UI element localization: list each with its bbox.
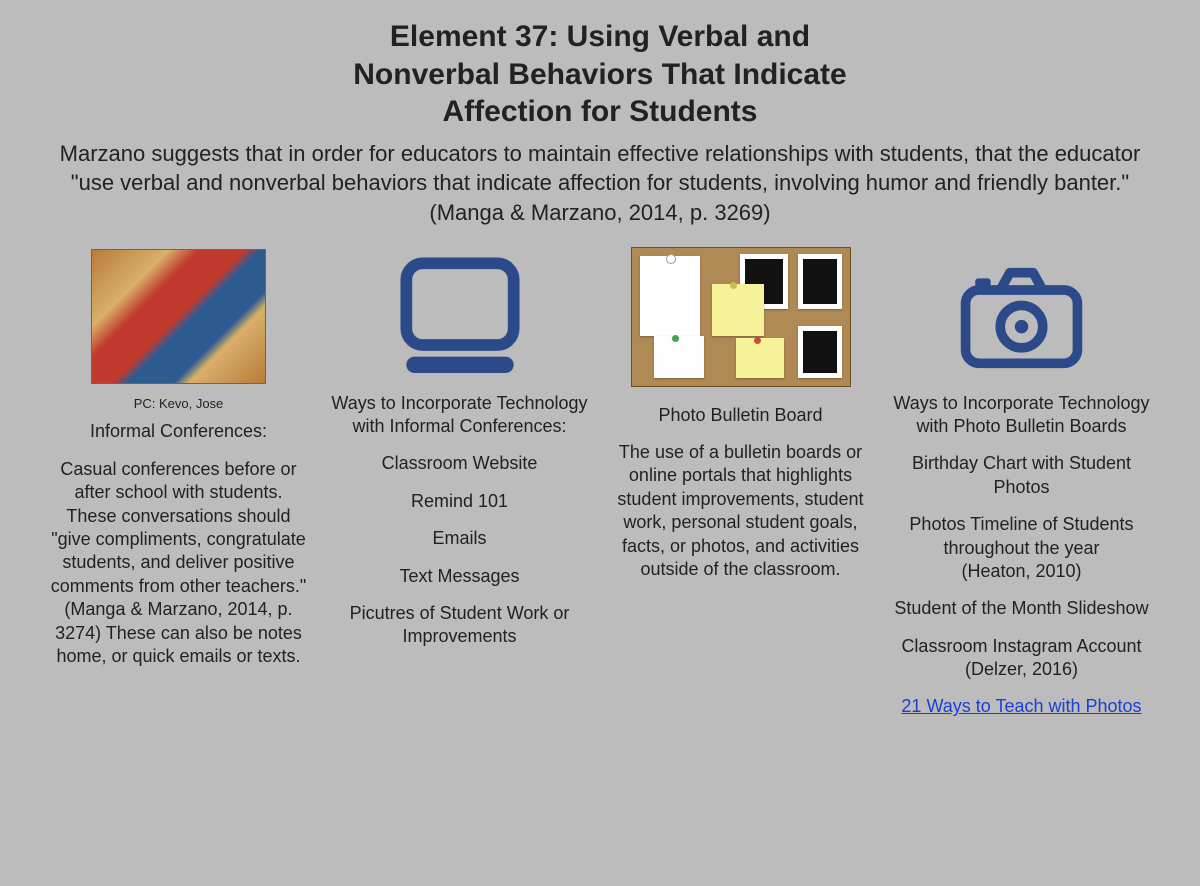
col4-item-3: Student of the Month Slideshow: [893, 597, 1150, 620]
column-bulletin-board: Photo Bulletin Board The use of a bullet…: [612, 242, 869, 733]
col4-item-4: Classroom Instagram Account (Delzer, 201…: [893, 635, 1150, 682]
column-informal-conferences: PC: Kevo, Jose Informal Conferences: Cas…: [50, 242, 307, 733]
photo-credit: PC: Kevo, Jose: [50, 396, 307, 413]
col2-item-4: Text Messages: [331, 565, 588, 588]
bulletin-board-image: [631, 247, 851, 387]
col2-item-1: Classroom Website: [331, 452, 588, 475]
content-columns: PC: Kevo, Jose Informal Conferences: Cas…: [30, 242, 1170, 733]
title-line-1: Element 37: Using Verbal and: [390, 20, 810, 53]
classroom-photo-box: [50, 242, 307, 392]
intro-paragraph: Marzano suggests that in order for educa…: [40, 139, 1160, 228]
page-title: Element 37: Using Verbal and Nonverbal B…: [250, 18, 950, 131]
col2-item-5: Picutres of Student Work or Improvements: [331, 602, 588, 649]
col3-body: The use of a bulletin boards or online p…: [612, 441, 869, 581]
col2-item-2: Remind 101: [331, 490, 588, 513]
title-line-3: Affection for Students: [443, 95, 758, 128]
col2-item-3: Emails: [331, 527, 588, 550]
camera-icon: [893, 242, 1150, 392]
title-line-2: Nonverbal Behaviors That Indicate: [353, 58, 846, 91]
col3-heading: Photo Bulletin Board: [612, 404, 869, 427]
column-tech-bulletin: Ways to Incorporate Technology with Phot…: [893, 242, 1150, 733]
photos-link[interactable]: 21 Ways to Teach with Photos: [901, 696, 1141, 716]
col1-body: Casual conferences before or after schoo…: [50, 458, 307, 669]
col4-heading: Ways to Incorporate Technology with Phot…: [893, 392, 1150, 439]
column-tech-conferences: Ways to Incorporate Technology with Info…: [331, 242, 588, 733]
computer-icon: [331, 242, 588, 392]
col4-item-1: Birthday Chart with Student Photos: [893, 452, 1150, 499]
col4-item-2: Photos Timeline of Students throughout t…: [893, 513, 1150, 583]
col1-heading: Informal Conferences:: [50, 420, 307, 443]
classroom-photo: [91, 249, 266, 384]
col2-heading: Ways to Incorporate Technology with Info…: [331, 392, 588, 439]
bulletin-board-box: [612, 242, 869, 392]
